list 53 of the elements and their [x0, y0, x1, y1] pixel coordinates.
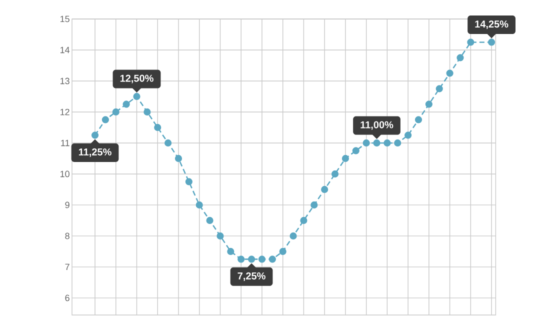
- point: [290, 232, 297, 240]
- point: [258, 256, 266, 263]
- point: [206, 216, 214, 224]
- annotation: 7,25%: [238, 272, 266, 281]
- y-tick-label: 13: [60, 78, 70, 84]
- y-tick-label: 10: [60, 170, 70, 178]
- point: [404, 132, 412, 139]
- y-tick-label: 7: [65, 264, 70, 270]
- point: [384, 139, 391, 147]
- y-tick-label: 8: [65, 232, 70, 240]
- point: [279, 248, 286, 256]
- point: [352, 147, 360, 154]
- point: [91, 132, 99, 139]
- point: [425, 100, 432, 108]
- point: [446, 70, 454, 77]
- point: [174, 154, 182, 162]
- point: [300, 216, 308, 224]
- point: [331, 170, 339, 178]
- point: [394, 139, 402, 147]
- annotation: 11,00%: [360, 121, 394, 130]
- point: [112, 108, 120, 116]
- point: [238, 256, 245, 263]
- y-tick-label: 11: [61, 140, 70, 146]
- annotation: 12,50%: [120, 74, 154, 84]
- point: [488, 38, 496, 46]
- point: [164, 139, 172, 147]
- point: [196, 201, 203, 209]
- point: [436, 85, 443, 92]
- point: [362, 139, 370, 147]
- point: [133, 92, 140, 100]
- annotation: 11,25%: [78, 148, 112, 158]
- point: [248, 256, 256, 263]
- y-tick-label: 15: [60, 16, 70, 22]
- y-tick-label: 9: [65, 202, 70, 208]
- point: [227, 248, 234, 256]
- point: [216, 232, 224, 240]
- y-tick-label: 14: [60, 46, 70, 54]
- point: [310, 201, 318, 209]
- point: [268, 256, 276, 263]
- point: [102, 116, 109, 124]
- point: [144, 108, 151, 116]
- y-tick-label: 6: [65, 294, 70, 302]
- point: [342, 154, 349, 162]
- point: [467, 38, 474, 46]
- point: [373, 139, 380, 147]
- point: [154, 124, 162, 132]
- point: [414, 116, 422, 124]
- point: [185, 178, 192, 186]
- point: [456, 54, 464, 62]
- point: [321, 186, 328, 194]
- y-tick-label: 12: [60, 108, 70, 116]
- point: [122, 100, 130, 108]
- annotation: 14,25%: [475, 20, 508, 30]
